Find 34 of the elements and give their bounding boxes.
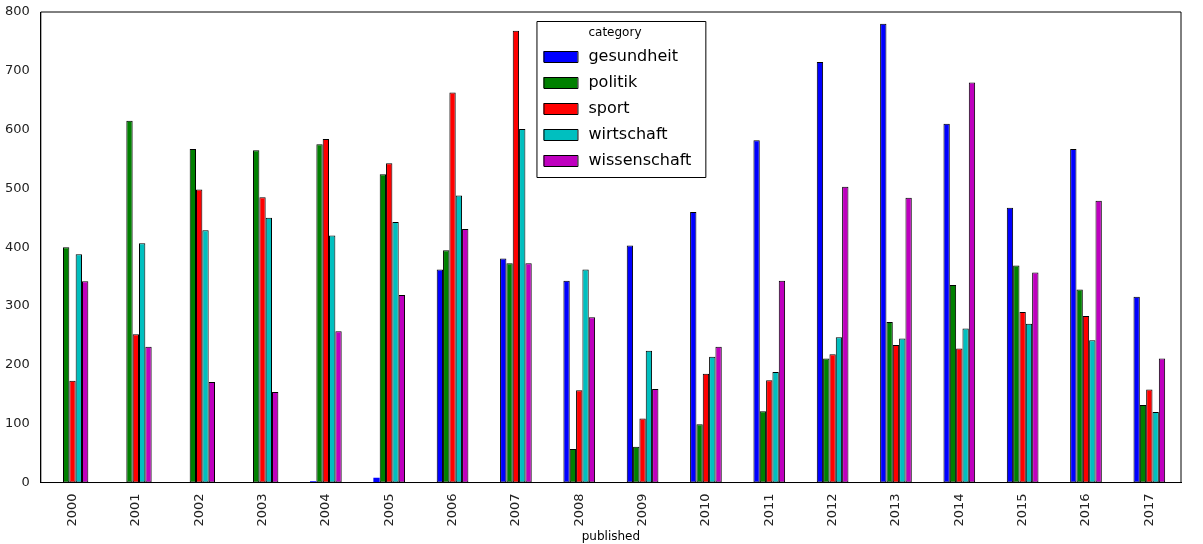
x-tick-label: 2004 (317, 493, 333, 527)
y-tick-label: 600 (4, 121, 30, 136)
legend-label: wirtschaft (588, 124, 668, 144)
legend-label: politik (588, 72, 639, 92)
legend-label: gesundheit (588, 46, 678, 66)
y-tick-label: 700 (4, 62, 30, 78)
y-tick-label: 800 (4, 3, 30, 19)
legend-title: category (588, 25, 642, 40)
x-tick-label: 2011 (760, 493, 776, 527)
x-tick-label: 2001 (127, 493, 143, 527)
y-tick-label: 300 (4, 297, 30, 313)
x-tick-label: 2009 (633, 493, 649, 527)
x-tick-label: 2012 (823, 493, 839, 527)
y-tick-label: 500 (4, 179, 30, 195)
x-tick-label: 2016 (1077, 493, 1093, 527)
x-tick-label: 2006 (443, 493, 459, 527)
x-tick-label: 2008 (570, 493, 586, 527)
x-tick-label: 2007 (507, 493, 523, 527)
x-axis-title: published (581, 528, 641, 543)
x-tick-label: 2002 (190, 493, 206, 527)
x-tick-label: 2000 (63, 493, 79, 527)
x-tick-label: 2005 (380, 493, 396, 527)
legend-label: sport (588, 98, 630, 118)
x-tick-label: 2013 (887, 493, 903, 527)
x-tick-label: 2003 (253, 493, 269, 527)
x-tick-label: 2014 (950, 493, 966, 527)
y-tick-label: 400 (4, 238, 30, 254)
legend-label: wissenschaft (588, 150, 692, 170)
y-tick-label: 100 (4, 415, 30, 431)
y-tick-label: 200 (4, 356, 30, 372)
y-tick-label: 0 (21, 473, 30, 489)
x-tick-label: 2010 (697, 493, 713, 527)
x-tick-label: 2017 (1140, 493, 1156, 527)
x-tick-label: 2015 (1014, 493, 1030, 527)
